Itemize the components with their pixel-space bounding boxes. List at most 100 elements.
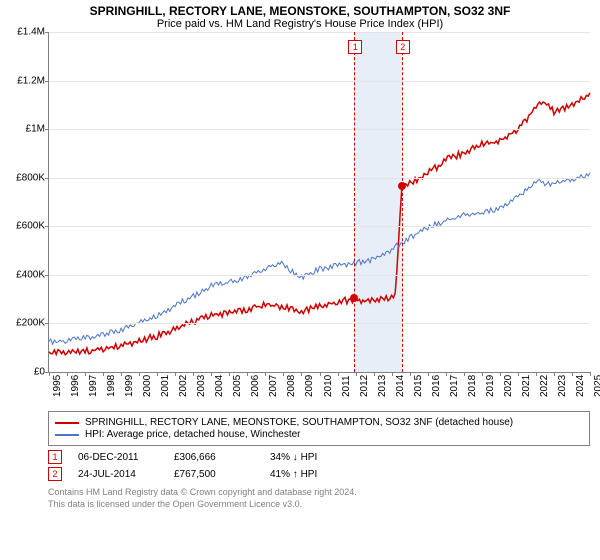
- x-tick-label: 2002: [178, 375, 189, 397]
- x-tick-label: 2000: [142, 375, 153, 397]
- sales-marker-box: 1: [48, 450, 62, 464]
- gridline-h: [49, 178, 590, 179]
- y-tick-label: £600K: [1, 221, 45, 232]
- y-tick-label: £1.2M: [1, 75, 45, 86]
- sales-pct: 41% ↑ HPI: [270, 469, 317, 480]
- x-tick-label: 2009: [304, 375, 315, 397]
- x-tick-mark: [265, 372, 266, 376]
- x-tick-mark: [175, 372, 176, 376]
- x-tick-mark: [320, 372, 321, 376]
- x-tick-mark: [518, 372, 519, 376]
- x-tick-label: 1996: [70, 375, 81, 397]
- sales-date: 06-DEC-2011: [78, 452, 158, 463]
- x-tick-mark: [572, 372, 573, 376]
- marker-dot: [350, 294, 358, 302]
- x-tick-label: 2022: [539, 375, 550, 397]
- footer-text: Contains HM Land Registry data © Crown c…: [48, 487, 590, 510]
- y-tick-label: £1M: [1, 124, 45, 135]
- x-tick-mark: [193, 372, 194, 376]
- x-tick-label: 1998: [106, 375, 117, 397]
- x-tick-label: 2019: [485, 375, 496, 397]
- sales-price: £306,666: [174, 452, 254, 463]
- x-tick-mark: [446, 372, 447, 376]
- x-tick-mark: [482, 372, 483, 376]
- x-tick-label: 2017: [449, 375, 460, 397]
- x-tick-label: 1997: [88, 375, 99, 397]
- sales-marker-box: 2: [48, 467, 62, 481]
- x-tick-label: 2016: [431, 375, 442, 397]
- sales-table: 1 06-DEC-2011 £306,666 34% ↓ HPI 2 24-JUL-201…: [48, 450, 590, 481]
- chart-container: SPRINGHILL, RECTORY LANE, MEONSTOKE, SOU…: [0, 0, 600, 560]
- x-tick-mark: [590, 372, 591, 376]
- x-tick-label: 2003: [196, 375, 207, 397]
- marker-label-box: 2: [396, 40, 410, 54]
- chart-plot-area: £0£200K£400K£600K£800K£1M£1.2M£1.4M19951…: [48, 32, 590, 373]
- series-line-property: [49, 93, 590, 355]
- marker-label-box: 1: [348, 40, 362, 54]
- x-tick-label: 2011: [341, 375, 352, 397]
- x-tick-mark: [536, 372, 537, 376]
- gridline-h: [49, 129, 590, 130]
- x-tick-label: 2008: [286, 375, 297, 397]
- x-tick-mark: [247, 372, 248, 376]
- footer-line1: Contains HM Land Registry data © Crown c…: [48, 487, 590, 499]
- sales-row: 2 24-JUL-2014 £767,500 41% ↑ HPI: [48, 467, 590, 481]
- x-tick-label: 2024: [575, 375, 586, 397]
- x-tick-mark: [121, 372, 122, 376]
- x-tick-mark: [301, 372, 302, 376]
- x-tick-label: 2015: [413, 375, 424, 397]
- sales-row: 1 06-DEC-2011 £306,666 34% ↓ HPI: [48, 450, 590, 464]
- x-tick-mark: [85, 372, 86, 376]
- x-tick-label: 2020: [503, 375, 514, 397]
- x-tick-label: 2018: [467, 375, 478, 397]
- chart-lines-svg: [49, 32, 590, 372]
- y-tick-mark: [45, 275, 49, 276]
- x-tick-mark: [49, 372, 50, 376]
- x-tick-label: 2001: [160, 375, 171, 397]
- x-tick-label: 2013: [377, 375, 388, 397]
- x-tick-mark: [229, 372, 230, 376]
- legend-label: HPI: Average price, detached house, Winc…: [85, 429, 301, 440]
- y-tick-label: £400K: [1, 269, 45, 280]
- x-tick-label: 2010: [323, 375, 334, 397]
- y-tick-label: £1.4M: [1, 27, 45, 38]
- y-tick-mark: [45, 226, 49, 227]
- series-line-hpi: [49, 173, 590, 344]
- y-tick-mark: [45, 32, 49, 33]
- x-tick-label: 1999: [124, 375, 135, 397]
- x-tick-label: 1995: [52, 375, 63, 397]
- x-tick-mark: [139, 372, 140, 376]
- legend-label: SPRINGHILL, RECTORY LANE, MEONSTOKE, SOU…: [85, 417, 513, 428]
- x-tick-label: 2006: [250, 375, 261, 397]
- x-tick-mark: [157, 372, 158, 376]
- y-tick-label: £800K: [1, 172, 45, 183]
- x-tick-mark: [338, 372, 339, 376]
- x-tick-label: 2025: [593, 375, 600, 397]
- x-tick-mark: [374, 372, 375, 376]
- gridline-h: [49, 226, 590, 227]
- y-tick-mark: [45, 129, 49, 130]
- legend-row: SPRINGHILL, RECTORY LANE, MEONSTOKE, SOU…: [55, 417, 583, 428]
- marker-dot: [398, 182, 406, 190]
- x-tick-mark: [392, 372, 393, 376]
- gridline-h: [49, 323, 590, 324]
- y-tick-mark: [45, 323, 49, 324]
- x-tick-label: 2023: [557, 375, 568, 397]
- x-tick-mark: [283, 372, 284, 376]
- sales-price: £767,500: [174, 469, 254, 480]
- x-tick-mark: [554, 372, 555, 376]
- gridline-h: [49, 81, 590, 82]
- x-tick-mark: [67, 372, 68, 376]
- x-tick-mark: [356, 372, 357, 376]
- x-tick-label: 2014: [395, 375, 406, 397]
- y-tick-label: £0: [1, 367, 45, 378]
- x-tick-label: 2004: [214, 375, 225, 397]
- legend-swatch: [55, 422, 79, 424]
- legend-row: HPI: Average price, detached house, Winc…: [55, 429, 583, 440]
- y-tick-label: £200K: [1, 318, 45, 329]
- sales-date: 24-JUL-2014: [78, 469, 158, 480]
- x-tick-label: 2021: [521, 375, 532, 397]
- x-tick-mark: [428, 372, 429, 376]
- y-tick-mark: [45, 81, 49, 82]
- sales-pct: 34% ↓ HPI: [270, 452, 317, 463]
